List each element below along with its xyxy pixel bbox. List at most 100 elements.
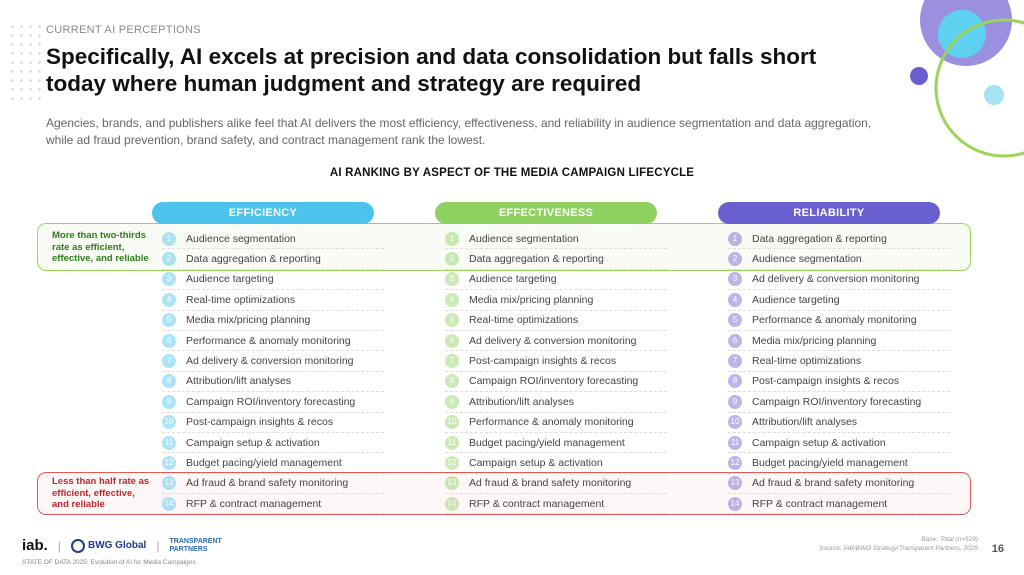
ranking-row: 1 Data aggregation & reporting (728, 229, 950, 250)
rank-badge: 2 (162, 252, 176, 267)
bottom-tier-label: Less than half rate as efficient, effect… (52, 476, 150, 510)
ranking-column-reliability: 1 Data aggregation & reporting 2 Audience s… (728, 229, 950, 515)
ranking-item-label: Ad fraud & brand safety monitoring (752, 477, 915, 490)
ranking-item-label: Budget pacing/yield management (752, 456, 908, 469)
ranking-item-label: Campaign setup & activation (186, 436, 320, 449)
top-tier-band (37, 223, 971, 271)
ranking-item-label: Media mix/pricing planning (469, 293, 594, 306)
ranking-row: 12 Budget pacing/yield management (728, 453, 950, 474)
ranking-item-label: Media mix/pricing planning (186, 314, 311, 327)
tp-logo-line-2: PARTNERS (169, 545, 208, 553)
rank-badge: 3 (445, 272, 459, 287)
rank-badge: 9 (728, 394, 742, 409)
ranking-item-label: Attribution/lift analyses (469, 395, 575, 408)
ranking-row: 9 Attribution/lift analyses (445, 392, 667, 413)
rank-badge: 11 (162, 435, 176, 450)
ranking-row: 2 Data aggregation & reporting (445, 249, 667, 270)
column-header-reliability: RELIABILITY (718, 202, 940, 224)
ranking-item-label: Real-time optimizations (469, 314, 579, 327)
ranking-item-label: Attribution/lift analyses (186, 375, 292, 388)
rank-badge: 6 (162, 333, 176, 348)
page-title: Specifically, AI excels at precision and… (46, 44, 817, 96)
ranking-column-effectiveness: 1 Audience segmentation 2 Data aggregation … (445, 229, 667, 515)
ranking-row: 2 Data aggregation & reporting (162, 249, 384, 270)
ranking-item-label: Campaign setup & activation (469, 456, 603, 469)
rank-badge: 5 (162, 313, 176, 328)
ranking-row: 10 Performance & anomaly monitoring (445, 413, 667, 433)
ranking-row: 12 Budget pacing/yield management (162, 453, 384, 474)
ranking-row: 7 Real-time optimizations (728, 351, 950, 372)
ranking-row: 4 Real-time optimizations (162, 290, 384, 311)
ranking-row: 13 Ad fraud & brand safety monitoring (162, 474, 384, 495)
ranking-item-label: Audience segmentation (186, 232, 296, 245)
page-subtitle: Agencies, brands, and publishers alike f… (46, 116, 872, 147)
rank-badge: 10 (162, 415, 176, 430)
rank-badge: 8 (445, 374, 459, 389)
rank-badge: 9 (445, 394, 459, 409)
ranking-item-label: Post-campaign insights & recos (752, 375, 900, 388)
rank-badge: 10 (445, 415, 459, 430)
ranking-row: 11 Campaign setup & activation (162, 433, 384, 454)
ranking-item-label: Post-campaign insights & recos (469, 355, 617, 368)
rank-badge: 4 (162, 292, 176, 307)
logo-separator: | (57, 538, 61, 553)
rank-badge: 4 (445, 292, 459, 307)
ranking-row: 6 Ad delivery & conversion monitoring (445, 331, 667, 352)
ranking-item-label: Performance & anomaly monitoring (469, 416, 634, 429)
ranking-item-label: Budget pacing/yield management (469, 436, 625, 449)
ranking-item-label: Ad fraud & brand safety monitoring (186, 477, 349, 490)
ranking-row: 12 Campaign setup & activation (445, 453, 667, 474)
ranking-item-label: Audience segmentation (752, 253, 862, 266)
rank-badge: 9 (162, 394, 176, 409)
globe-icon (70, 538, 85, 553)
bwg-logo-text: BWG Global (87, 540, 147, 551)
rank-badge: 1 (445, 231, 459, 246)
ranking-item-label: Real-time optimizations (186, 293, 296, 306)
ranking-row: 7 Post-campaign insights & recos (445, 351, 667, 372)
ranking-row: 1 Audience segmentation (162, 229, 384, 250)
ranking-item-label: Ad delivery & conversion monitoring (469, 334, 637, 347)
ranking-item-label: Audience targeting (186, 273, 274, 286)
ranking-row: 13 Ad fraud & brand safety monitoring (445, 474, 667, 495)
ranking-row: 10 Post-campaign insights & recos (162, 413, 384, 433)
footer-logos: iab. | BWG Global | TRANSPARENT PARTNERS (22, 537, 222, 554)
report-footnote: STATE OF DATA 2025: Evolution of AI for … (22, 559, 196, 566)
ranking-row: 11 Campaign setup & activation (728, 433, 950, 454)
rank-badge: 6 (445, 333, 459, 348)
rank-badge: 13 (162, 476, 176, 491)
ranking-item-label: Real-time optimizations (752, 355, 862, 368)
rank-badge: 1 (162, 231, 176, 246)
column-header-efficiency: EFFICIENCY (152, 202, 374, 224)
ranking-item-label: Data aggregation & reporting (186, 253, 321, 266)
ranking-row: 10 Attribution/lift analyses (728, 413, 950, 433)
ranking-item-label: Post-campaign insights & recos (186, 416, 334, 429)
transparent-partners-logo: TRANSPARENT PARTNERS (169, 538, 221, 554)
rank-badge: 8 (728, 374, 742, 389)
decorative-dot-grid (8, 22, 42, 102)
ranking-row: 4 Media mix/pricing planning (445, 290, 667, 311)
source-note: Base: Total (n=529) Source: IAB/BWG Stra… (819, 535, 978, 553)
ranking-item-label: Ad fraud & brand safety monitoring (469, 477, 632, 490)
ranking-row: 3 Audience targeting (162, 270, 384, 291)
ranking-item-label: Attribution/lift analyses (752, 416, 858, 429)
ranking-row: 14 RFP & contract management (162, 494, 384, 515)
ranking-row: 9 Campaign ROI/inventory forecasting (728, 392, 950, 413)
ranking-row: 3 Audience targeting (445, 270, 667, 291)
ranking-row: 6 Performance & anomaly monitoring (162, 331, 384, 352)
rank-badge: 8 (162, 374, 176, 389)
ranking-item-label: Data aggregation & reporting (752, 232, 887, 245)
ranking-row: 2 Audience segmentation (728, 249, 950, 270)
rank-badge: 11 (445, 435, 459, 450)
ranking-item-label: Budget pacing/yield management (186, 456, 342, 469)
logo-separator: | (156, 538, 160, 553)
iab-logo: iab. (22, 537, 48, 554)
ranking-row: 5 Real-time optimizations (445, 311, 667, 331)
ranking-item-label: RFP & contract management (469, 497, 605, 510)
rank-badge: 7 (728, 354, 742, 369)
ranking-column-efficiency: 1 Audience segmentation 2 Data aggregation … (162, 229, 384, 515)
base-note: Base: Total (n=529) (921, 536, 978, 543)
top-tier-label: More than two-thirds rate as efficient, … (52, 230, 149, 264)
rank-badge: 4 (728, 292, 742, 307)
ranking-item-label: RFP & contract management (186, 497, 322, 510)
rank-badge: 12 (162, 455, 176, 470)
